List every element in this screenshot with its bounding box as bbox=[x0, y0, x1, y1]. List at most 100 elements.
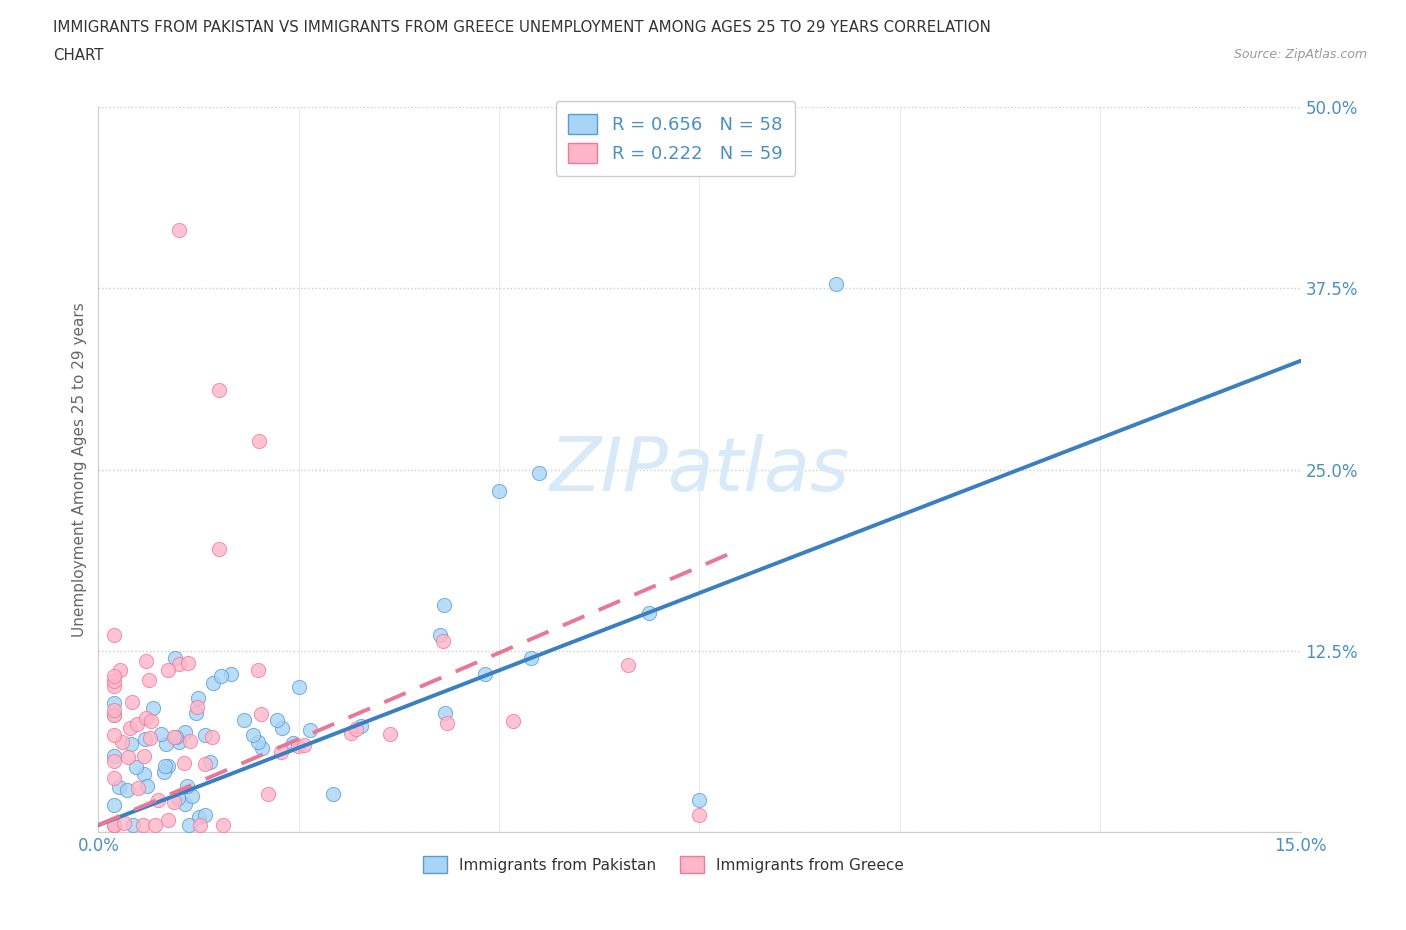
Point bbox=[219, 667, 242, 682]
Point bbox=[117, 750, 139, 764]
Point bbox=[174, 796, 197, 811]
Point bbox=[103, 707, 125, 722]
Point bbox=[339, 725, 361, 740]
Point bbox=[103, 727, 125, 742]
Point bbox=[212, 817, 235, 832]
Point bbox=[103, 753, 125, 768]
Point bbox=[132, 817, 155, 832]
Point bbox=[378, 726, 401, 741]
Point bbox=[246, 734, 269, 749]
Point bbox=[502, 713, 524, 728]
Point bbox=[148, 793, 170, 808]
Point bbox=[688, 807, 710, 822]
Point bbox=[169, 657, 191, 671]
Point bbox=[136, 778, 159, 793]
Y-axis label: Unemployment Among Ages 25 to 29 years: Unemployment Among Ages 25 to 29 years bbox=[72, 302, 87, 637]
Point bbox=[167, 223, 190, 238]
Point bbox=[132, 749, 155, 764]
Point bbox=[153, 764, 176, 779]
Point bbox=[118, 721, 141, 736]
Point bbox=[184, 705, 207, 720]
Point bbox=[167, 734, 190, 749]
Point bbox=[292, 737, 315, 752]
Point bbox=[103, 708, 125, 723]
Point bbox=[132, 766, 155, 781]
Point bbox=[638, 605, 661, 620]
Point bbox=[256, 787, 278, 802]
Point bbox=[434, 705, 457, 720]
Point bbox=[187, 691, 209, 706]
Point bbox=[474, 666, 496, 681]
Point bbox=[150, 726, 173, 741]
Point bbox=[179, 817, 201, 832]
Point bbox=[246, 663, 269, 678]
Point bbox=[179, 734, 201, 749]
Point bbox=[247, 433, 270, 448]
Point bbox=[202, 675, 225, 690]
Point bbox=[520, 650, 543, 665]
Point bbox=[270, 745, 292, 760]
Point bbox=[242, 727, 264, 742]
Point bbox=[134, 732, 156, 747]
Point bbox=[103, 817, 125, 832]
Point bbox=[135, 654, 157, 669]
Point bbox=[103, 817, 125, 832]
Point bbox=[187, 809, 209, 824]
Point bbox=[163, 795, 186, 810]
Point bbox=[198, 755, 221, 770]
Point bbox=[194, 727, 217, 742]
Point bbox=[824, 276, 846, 291]
Point bbox=[688, 793, 710, 808]
Point bbox=[103, 695, 125, 710]
Point bbox=[208, 382, 231, 397]
Point bbox=[283, 736, 305, 751]
Point bbox=[433, 598, 456, 613]
Point bbox=[232, 712, 254, 727]
Point bbox=[176, 656, 198, 671]
Point bbox=[142, 701, 165, 716]
Point bbox=[143, 817, 166, 832]
Point bbox=[166, 790, 188, 805]
Point bbox=[103, 669, 125, 684]
Point bbox=[103, 702, 125, 717]
Point bbox=[208, 542, 231, 557]
Point bbox=[266, 712, 288, 727]
Point bbox=[122, 817, 145, 832]
Point bbox=[125, 760, 148, 775]
Point bbox=[165, 730, 187, 745]
Point bbox=[287, 679, 309, 694]
Point bbox=[112, 816, 135, 830]
Point bbox=[298, 723, 321, 737]
Point bbox=[432, 634, 454, 649]
Point bbox=[209, 669, 232, 684]
Point bbox=[176, 778, 198, 793]
Point bbox=[165, 650, 187, 665]
Point bbox=[103, 678, 125, 693]
Point bbox=[529, 465, 551, 480]
Point bbox=[194, 807, 217, 822]
Point bbox=[121, 737, 143, 751]
Point bbox=[174, 724, 197, 739]
Point bbox=[135, 711, 157, 725]
Point bbox=[121, 695, 143, 710]
Point bbox=[181, 789, 204, 804]
Point bbox=[108, 779, 131, 794]
Point bbox=[155, 737, 177, 751]
Point bbox=[194, 756, 217, 771]
Point bbox=[108, 662, 131, 677]
Point bbox=[125, 717, 148, 732]
Point bbox=[436, 716, 458, 731]
Point bbox=[103, 749, 125, 764]
Point bbox=[488, 484, 510, 498]
Point bbox=[153, 759, 176, 774]
Point bbox=[139, 730, 162, 745]
Point bbox=[111, 734, 134, 749]
Point bbox=[127, 780, 149, 795]
Text: Source: ZipAtlas.com: Source: ZipAtlas.com bbox=[1233, 48, 1367, 61]
Point bbox=[344, 722, 367, 737]
Text: IMMIGRANTS FROM PAKISTAN VS IMMIGRANTS FROM GREECE UNEMPLOYMENT AMONG AGES 25 TO: IMMIGRANTS FROM PAKISTAN VS IMMIGRANTS F… bbox=[53, 20, 991, 35]
Legend: Immigrants from Pakistan, Immigrants from Greece: Immigrants from Pakistan, Immigrants fro… bbox=[416, 850, 910, 879]
Point bbox=[139, 714, 162, 729]
Point bbox=[287, 738, 309, 753]
Point bbox=[322, 787, 344, 802]
